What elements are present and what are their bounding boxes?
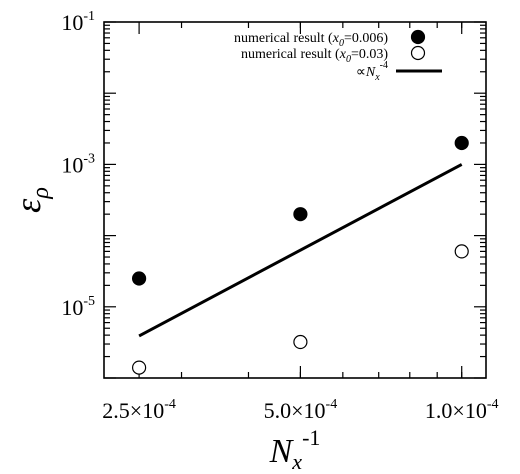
- y-tick-label: 10-5: [61, 294, 95, 320]
- legend-text-part: =0.03): [351, 47, 388, 62]
- legend-text-part: =0.006): [344, 31, 388, 46]
- legend-var: N: [365, 65, 376, 80]
- data-marks: [131, 135, 469, 375]
- y-tick-label: 10-3: [61, 151, 95, 177]
- axis-ticks: [104, 21, 486, 379]
- legend-sub: 0: [346, 54, 351, 65]
- legend-label: numerical result (x0=0.006): [234, 31, 388, 49]
- y-tick-base: 10: [61, 295, 83, 320]
- x-tick-label: 5.0×10-4: [264, 397, 338, 423]
- x-tick-label: 2.5×10-4: [102, 397, 176, 423]
- y-tick-exp: -3: [83, 151, 95, 166]
- y-tick-label: 10-1: [61, 9, 95, 35]
- data-point-open: [293, 334, 308, 350]
- x-tick-base: 2.5×10: [102, 398, 164, 423]
- x-tick-exp: -4: [487, 397, 499, 412]
- legend-marker-open: [410, 45, 426, 61]
- y-tick-exp: -1: [83, 9, 95, 24]
- data-point-filled: [293, 207, 308, 222]
- x-axis-sub: x: [291, 449, 302, 474]
- y-tick-base: 10: [61, 10, 83, 35]
- x-axis-sup: -1: [302, 425, 320, 450]
- data-point-open: [131, 360, 147, 375]
- legend-text-part: numerical result (: [234, 31, 333, 46]
- x-tick-base: 1.0×10: [425, 398, 487, 423]
- legend-sup: -4: [380, 60, 388, 71]
- y-axis-title: ερ: [8, 187, 54, 213]
- legend-prop-symbol: ∝: [356, 65, 366, 80]
- x-tick-label: 1.0×10-4: [425, 397, 499, 423]
- legend-marker-filled: [410, 29, 426, 45]
- y-tick-base: 10: [61, 152, 83, 177]
- data-point-open: [454, 244, 469, 259]
- legend-sub: x: [374, 72, 380, 83]
- legend-sub: 0: [339, 38, 344, 49]
- legend-text-part: numerical result (: [241, 47, 340, 62]
- legend-label: ∝Nx-4: [356, 60, 388, 83]
- y-axis-var: ε: [8, 198, 48, 213]
- axis-titles: Nx-1 ερ: [8, 187, 320, 474]
- x-tick-base: 5.0×10: [264, 398, 326, 423]
- legend-var: x: [339, 47, 347, 62]
- x-tick-exp: -4: [326, 397, 338, 412]
- data-point-filled: [454, 135, 469, 151]
- y-tick-exp: -5: [83, 294, 95, 309]
- data-point-filled: [131, 271, 147, 286]
- plot-frame: [103, 21, 487, 379]
- x-axis-title: Nx-1: [269, 425, 321, 474]
- y-axis-sub: ρ: [28, 187, 54, 200]
- legend-label: numerical result (x0=0.03): [241, 47, 388, 65]
- power-law-line: [138, 163, 463, 338]
- legend-var: x: [332, 31, 340, 46]
- tick-labels: 10-510-310-12.5×10-4 5.0×10-4 1.0×10-4: [61, 9, 498, 423]
- legend: numerical result (x0=0.006)numerical res…: [234, 29, 442, 83]
- x-axis-var: N: [269, 433, 295, 470]
- x-tick-exp: -4: [164, 397, 176, 412]
